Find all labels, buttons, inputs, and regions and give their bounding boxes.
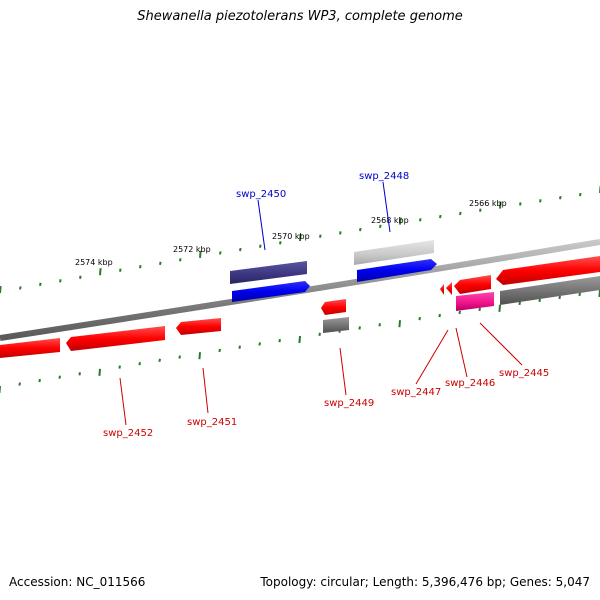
minor-tick (379, 224, 382, 229)
gene-feature-swp-2447b[interactable] (446, 282, 452, 295)
minor-tick (178, 355, 181, 359)
minor-tick (79, 275, 82, 279)
minor-tick (558, 295, 561, 300)
gene-label-swp-2447[interactable]: swp_2447 (391, 387, 441, 398)
gene-feature-swp-2449[interactable] (321, 299, 346, 315)
gene-label-swp-2452[interactable]: swp_2452 (103, 428, 153, 439)
minor-tick (339, 231, 342, 235)
gene-feature-swp-2446-red[interactable] (454, 275, 491, 294)
minor-tick (459, 211, 462, 216)
gene-feature-red-right[interactable] (496, 256, 600, 285)
minor-tick (59, 279, 62, 283)
gene-feature-swp-2448[interactable] (357, 259, 437, 282)
major-tick (99, 268, 102, 276)
minor-tick (259, 244, 262, 248)
minor-tick (78, 372, 81, 376)
major-tick (499, 201, 502, 209)
minor-tick (58, 375, 61, 379)
kbp-label-2574: 2574 kbp (75, 258, 113, 267)
map-title: Shewanella piezotolerans WP3, complete g… (137, 9, 463, 24)
major-tick (98, 368, 101, 376)
minor-tick (358, 326, 361, 330)
kbp-label-2566: 2566 kbp (469, 199, 507, 208)
minor-tick (438, 313, 441, 318)
gene-feature-navy[interactable] (230, 261, 307, 284)
minor-tick (419, 218, 422, 222)
minor-tick (138, 361, 141, 366)
minor-tick (18, 382, 21, 386)
minor-tick (219, 251, 222, 255)
inner-tick-ring (0, 289, 600, 394)
minor-tick (539, 199, 542, 203)
minor-tick (278, 339, 281, 343)
gene-label-swp-2449[interactable]: swp_2449 (324, 398, 374, 409)
minor-tick (559, 195, 562, 200)
accession-label: Accession: NC_011566 (9, 575, 146, 589)
minor-tick (258, 342, 261, 346)
leader-lines (119, 181, 523, 426)
gene-label-swp-2445[interactable]: swp_2445 (499, 368, 549, 379)
gene-feature-swp-2450[interactable] (232, 281, 310, 302)
gene-label-swp-2450[interactable]: swp_2450 (236, 189, 286, 200)
major-tick (399, 217, 402, 225)
minor-tick (519, 202, 522, 206)
gene-feature-gray-small[interactable] (323, 317, 349, 333)
kbp-label-2570: 2570 kbp (272, 232, 310, 241)
topology-summary: Topology: circular; Length: 5,396,476 bp… (260, 575, 590, 589)
gene-feature-gray-right[interactable] (500, 276, 600, 305)
minor-tick (418, 316, 421, 321)
major-tick (198, 352, 201, 360)
minor-tick (578, 292, 581, 297)
minor-tick (518, 301, 521, 306)
minor-tick (19, 286, 22, 290)
minor-tick (319, 234, 322, 238)
forward-features (230, 240, 600, 305)
major-tick (498, 304, 501, 312)
minor-tick (318, 332, 321, 337)
kbp-label-2572: 2572 kbp (173, 245, 211, 254)
gene-feature-red-left-edge[interactable] (0, 338, 60, 358)
kbp-label-2568: 2568 kbp (371, 216, 409, 225)
minor-tick (279, 241, 282, 245)
gene-label-swp-2448[interactable]: swp_2448 (359, 171, 409, 182)
minor-tick (118, 365, 121, 369)
minor-tick (538, 298, 541, 303)
gene-label-swp-2451[interactable]: swp_2451 (187, 417, 237, 428)
minor-tick (378, 323, 381, 327)
outer-tick-ring (0, 185, 600, 294)
minor-tick (119, 268, 122, 272)
minor-tick (239, 247, 242, 252)
minor-tick (479, 208, 482, 212)
gene-feature-swp-2446[interactable] (456, 292, 494, 311)
minor-tick (38, 378, 41, 383)
minor-tick (39, 282, 42, 287)
minor-tick (478, 307, 481, 312)
minor-tick (359, 227, 362, 232)
minor-tick (139, 265, 142, 269)
minor-tick (159, 261, 162, 265)
minor-tick (238, 345, 241, 349)
minor-tick (439, 214, 442, 219)
minor-tick (179, 258, 182, 262)
reverse-features (0, 275, 494, 358)
major-tick (199, 250, 202, 258)
gene-feature-swp-2452[interactable] (66, 326, 165, 351)
major-tick (398, 320, 401, 328)
gene-feature-swp-2447[interactable] (440, 284, 444, 295)
major-tick (298, 335, 301, 344)
gene-label-swp-2446[interactable]: swp_2446 (445, 378, 495, 389)
major-tick (299, 233, 302, 242)
minor-tick (158, 358, 161, 363)
minor-tick (579, 192, 582, 197)
gene-feature-swp-2451[interactable] (176, 318, 221, 335)
minor-tick (458, 310, 461, 315)
major-tick (0, 285, 2, 294)
minor-tick (218, 348, 221, 353)
gene-feature-light-gray[interactable] (354, 240, 434, 265)
